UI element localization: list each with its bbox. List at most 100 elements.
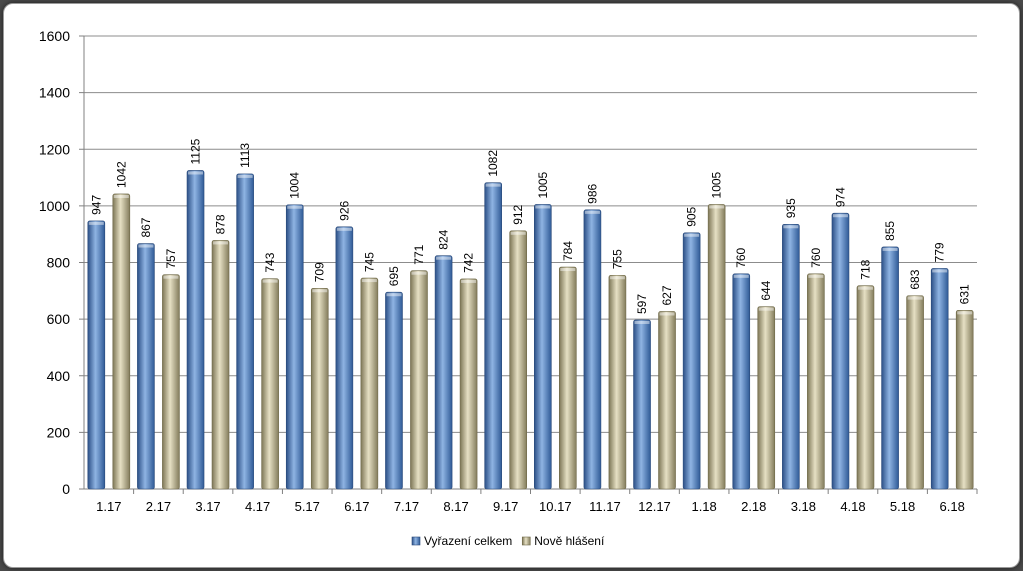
data-label: 974 (833, 187, 847, 207)
bar-vyrazeni-1.18 (682, 232, 701, 490)
data-label: 986 (585, 183, 599, 203)
bar-nove-1.18 (707, 204, 726, 490)
bar-nove-4.18 (856, 285, 875, 490)
bar-highlight (411, 271, 427, 275)
y-tick-label: 1400 (39, 85, 70, 101)
bar-highlight (88, 221, 104, 225)
bar-nove-4.17 (261, 278, 279, 490)
x-tick-label: 3.17 (195, 499, 220, 514)
bar-highlight (584, 210, 600, 214)
bar-nove-6.18 (955, 310, 974, 490)
bar-highlight (138, 244, 154, 248)
bar-highlight (857, 286, 873, 290)
legend: Vyřazení celkem Nově hlášení (411, 534, 605, 548)
legend-swatch (411, 536, 421, 546)
x-tick-label: 1.18 (691, 499, 716, 514)
bar-highlight (659, 312, 675, 316)
bar-highlight (312, 289, 328, 293)
bar-highlight (287, 205, 303, 209)
legend-swatch (521, 536, 531, 546)
bar-nove-6.17 (360, 277, 379, 490)
bar-highlight (485, 183, 501, 187)
gridlines (84, 35, 977, 490)
bar-highlight (882, 247, 898, 251)
bar-vyrazeni-4.18 (831, 212, 850, 490)
bar-highlight (634, 320, 650, 324)
bar-nove-3.17 (211, 240, 230, 490)
x-tick-label: 8.17 (443, 499, 468, 514)
bar-vyrazeni-7.17 (385, 291, 403, 490)
bar-highlight (907, 296, 923, 300)
y-tick-label: 200 (47, 424, 71, 440)
bar-vyrazeni-6.18 (930, 268, 949, 490)
x-tick-label: 11.17 (589, 499, 621, 514)
bar-highlight (188, 171, 204, 175)
data-label: 1004 (288, 172, 302, 199)
data-label: 947 (89, 195, 103, 215)
data-label: 683 (908, 269, 922, 289)
x-tick-label: 7.17 (394, 499, 419, 514)
data-label: 1113 (238, 143, 252, 168)
x-tick-label: 1.17 (96, 499, 121, 514)
bar-highlight (808, 274, 824, 278)
bar-vyrazeni-11.17 (583, 209, 602, 490)
x-tick-label: 6.17 (344, 499, 369, 514)
bar-highlight (560, 268, 576, 272)
data-label: 824 (437, 229, 451, 249)
bar-highlight (262, 279, 278, 283)
x-tick-label: 4.17 (245, 499, 270, 514)
bar-vyrazeni-2.18 (732, 273, 751, 490)
bar-chart: 0 200 400 600 800 1000 1200 1400 1600 1.17 2.17 3.… (39, 28, 978, 548)
bar-highlight (957, 311, 973, 315)
bar-highlight (709, 205, 725, 209)
data-label: 1005 (536, 171, 550, 198)
y-tick-label: 600 (47, 311, 71, 327)
x-tick-label: 5.18 (890, 499, 915, 514)
x-tick-label: 5.17 (295, 499, 320, 514)
data-label: 779 (933, 242, 947, 262)
bar-nove-5.18 (906, 295, 924, 490)
bar-highlight (783, 225, 799, 229)
y-tick-label: 400 (47, 368, 71, 384)
bar-vyrazeni-12.17 (633, 319, 651, 490)
bar-highlight (535, 205, 551, 209)
data-label: 935 (784, 198, 798, 218)
y-tick-label: 1200 (39, 141, 70, 157)
bar-vyrazeni-5.18 (881, 246, 899, 490)
bar-highlight (832, 214, 848, 218)
bar-highlight (361, 279, 377, 283)
data-label: 631 (958, 284, 972, 304)
data-label: 1125 (189, 138, 203, 164)
data-label: 760 (734, 247, 748, 267)
data-label: 878 (214, 214, 228, 234)
bar-vyrazeni-10.17 (534, 204, 552, 490)
data-label: 1005 (710, 171, 724, 198)
data-label: 709 (313, 262, 327, 282)
x-tick-label: 2.17 (146, 499, 171, 514)
bar-highlight (213, 241, 229, 245)
bar-highlight (510, 231, 526, 235)
bar-nove-10.17 (559, 266, 577, 490)
x-tick-label: 4.18 (840, 499, 865, 514)
bar-highlight (163, 275, 179, 279)
data-label: 627 (660, 285, 674, 305)
bar-highlight (386, 293, 402, 297)
data-label: 867 (139, 217, 153, 237)
bar-highlight (237, 174, 253, 178)
bar-vyrazeni-8.17 (434, 255, 453, 490)
bar-highlight (436, 256, 452, 260)
data-label: 760 (809, 247, 823, 267)
legend-label: Vyřazení celkem (424, 534, 512, 548)
data-label: 755 (610, 249, 624, 269)
data-label: 926 (337, 200, 351, 220)
data-label: 597 (635, 294, 649, 314)
x-tick-label: 10.17 (539, 499, 572, 514)
x-tick-label: 6.18 (940, 499, 965, 514)
data-label: 757 (164, 248, 178, 268)
bar-vyrazeni-9.17 (484, 182, 502, 490)
bar-highlight (733, 274, 749, 278)
y-tick-label: 800 (47, 255, 71, 271)
bar-nove-7.17 (410, 270, 428, 490)
bar-nove-2.18 (757, 306, 776, 490)
data-label: 742 (462, 253, 476, 273)
